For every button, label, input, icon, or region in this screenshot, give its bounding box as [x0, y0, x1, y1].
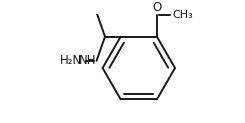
Text: NH: NH — [79, 54, 97, 67]
Text: CH₃: CH₃ — [172, 10, 193, 20]
Text: O: O — [152, 1, 161, 14]
Text: H₂N: H₂N — [60, 54, 82, 67]
